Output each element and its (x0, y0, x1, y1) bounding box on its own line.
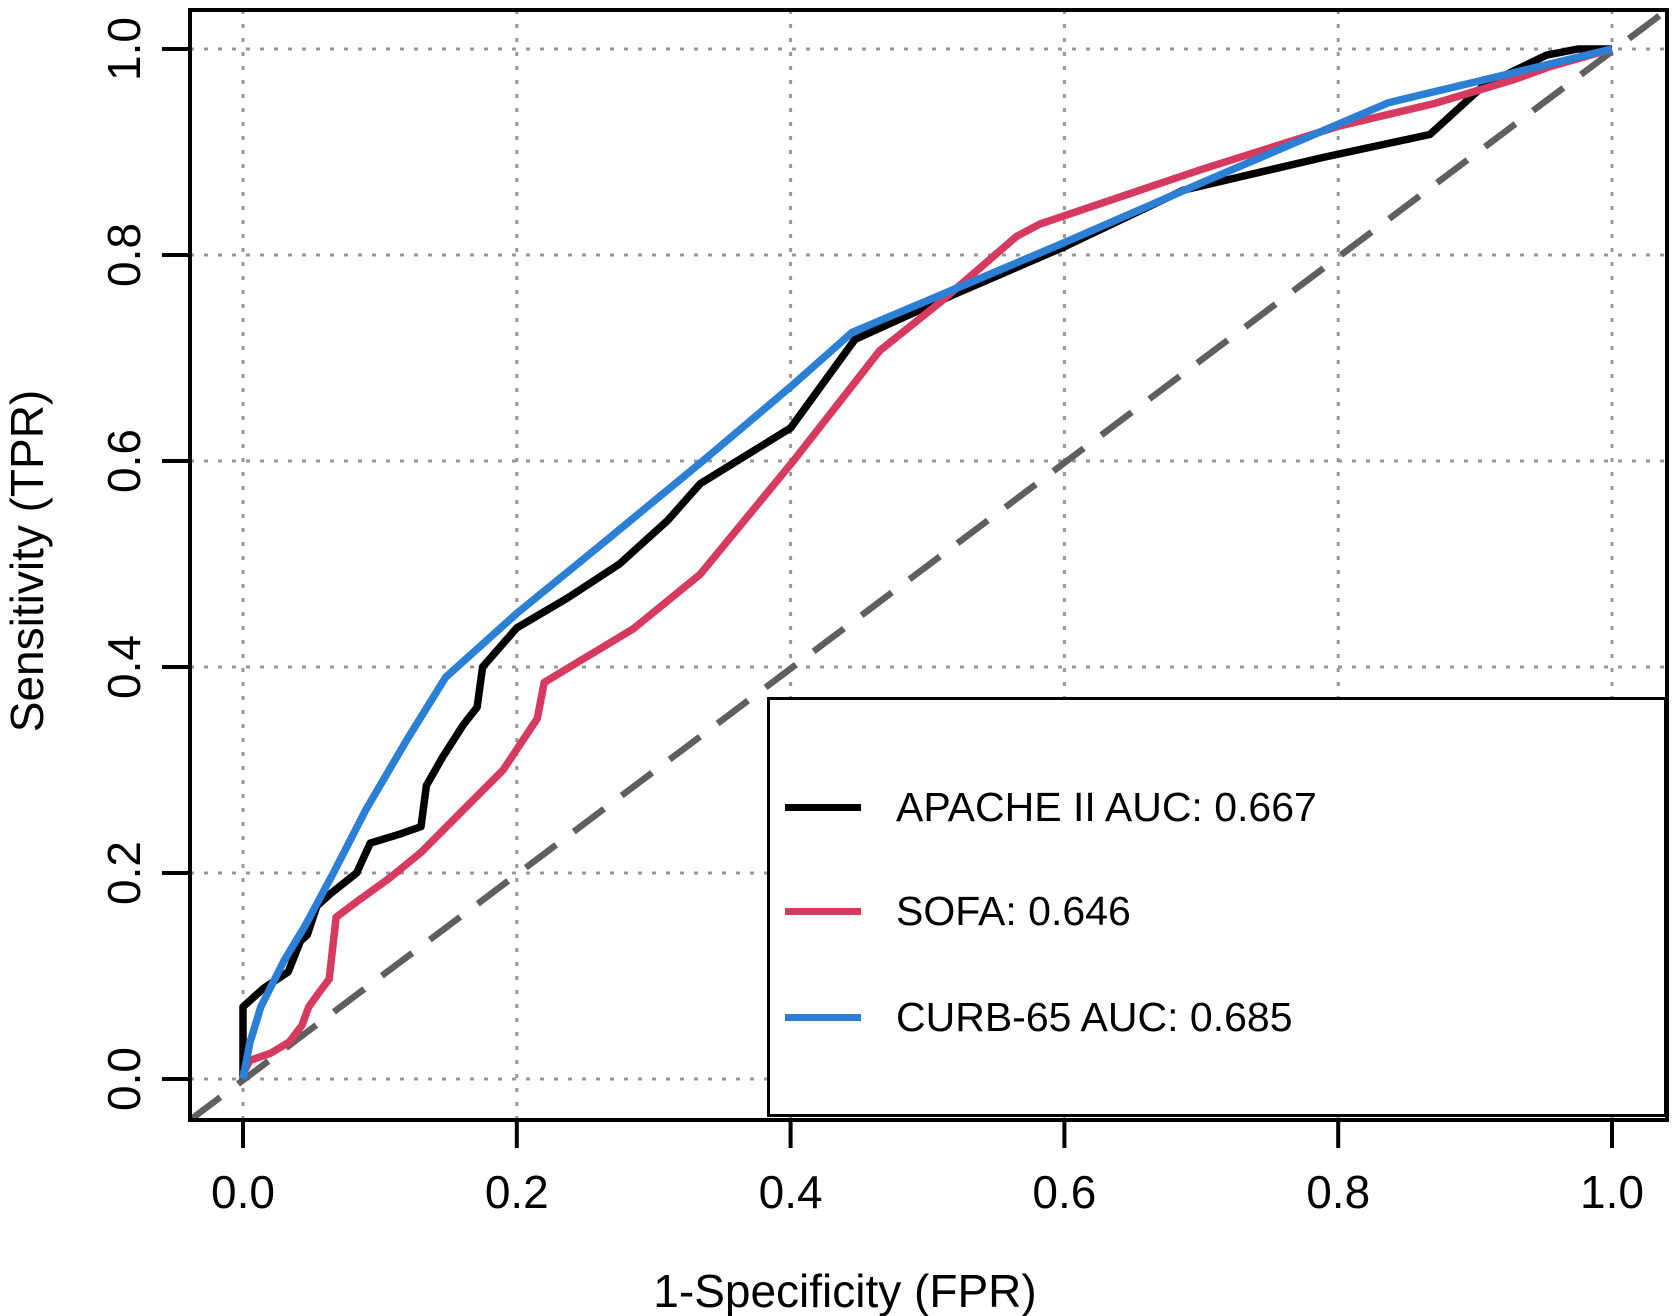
x-tick-label-0.6: 0.6 (1032, 1166, 1096, 1218)
legend-line-sample-apache-ii (785, 803, 861, 811)
y-tick-label-1.0: 1.0 (98, 17, 150, 81)
legend-line-sample-sofa (785, 907, 861, 915)
legend-item-curb-65: CURB-65 AUC: 0.685 (785, 993, 1293, 1041)
roc-curve-sofa (239, 45, 1614, 1076)
legend-label-apache-ii: APACHE II AUC: 0.667 (896, 783, 1317, 830)
plot-border (188, 8, 1669, 1122)
reference-diagonal-line (188, 7, 1669, 1123)
legend-item-sofa: SOFA: 0.646 (785, 887, 1131, 935)
y-axis-title: Sensitivity (TPR) (1, 389, 53, 733)
x-tick-label-0.0: 0.0 (211, 1166, 275, 1218)
x-tick-label-0.8: 0.8 (1306, 1166, 1370, 1218)
y-tick-label-0.2: 0.2 (98, 841, 150, 905)
x-tick-label-0.2: 0.2 (485, 1166, 549, 1218)
legend-label-sofa: SOFA: 0.646 (896, 887, 1131, 934)
legend-item-apache-ii: APACHE II AUC: 0.667 (785, 783, 1317, 831)
legend-line-sample-curb-65 (785, 1013, 861, 1021)
y-tick-label-0.8: 0.8 (98, 223, 150, 287)
x-tick-label-1.0: 1.0 (1580, 1166, 1644, 1218)
y-tick-label-0.6: 0.6 (98, 429, 150, 493)
legend-label-curb-65: CURB-65 AUC: 0.685 (896, 993, 1293, 1040)
x-tick-label-0.4: 0.4 (759, 1166, 823, 1218)
legend: APACHE II AUC: 0.667 SOFA: 0.646 CURB-65… (767, 697, 1667, 1117)
roc-curve-curb-65 (239, 45, 1613, 1080)
y-tick-label-0.4: 0.4 (98, 635, 150, 699)
y-tick-label-0.0: 0.0 (98, 1047, 150, 1111)
x-axis-title: 1-Specificity (FPR) (653, 1265, 1037, 1316)
